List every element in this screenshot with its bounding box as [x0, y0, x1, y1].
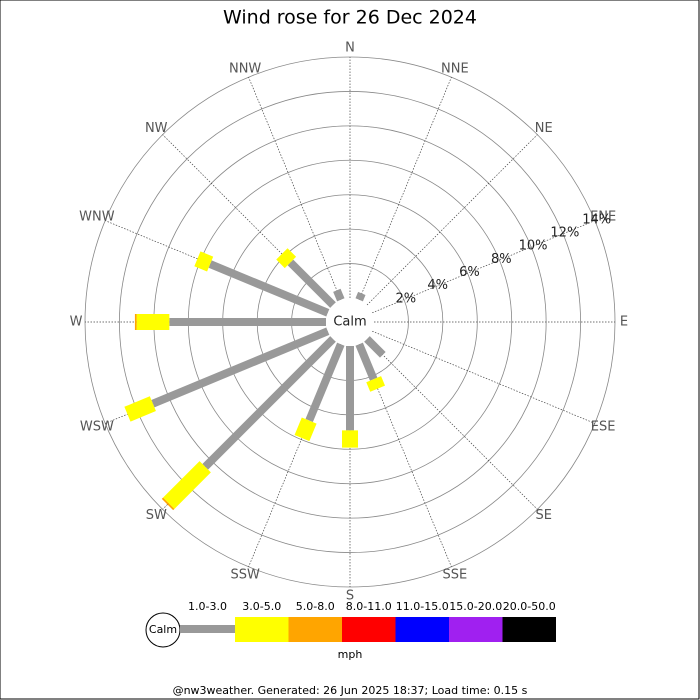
legend-label: 11.0-15.0: [396, 600, 449, 613]
r-tick-label: 4%: [427, 278, 448, 293]
bar-segment: [194, 251, 214, 272]
footer: @nw3weather. Generated: 26 Jun 2025 18:3…: [173, 684, 528, 697]
legend-swatch: [395, 617, 449, 642]
legend-label: 3.0-5.0: [242, 600, 281, 613]
bar-segment: [163, 461, 211, 509]
direction-label: SE: [536, 508, 552, 523]
bar-segment: [355, 291, 366, 302]
bar-segment: [305, 342, 345, 423]
direction-label: NNW: [229, 61, 261, 76]
spoke: [366, 134, 538, 306]
bar-segment: [202, 336, 336, 470]
spoke: [372, 220, 595, 314]
bar-segment: [208, 260, 330, 317]
direction-label: NE: [535, 121, 553, 136]
direction-label: ENE: [590, 210, 616, 225]
direction-label: NW: [145, 121, 168, 136]
direction-label: SSE: [442, 568, 467, 583]
calm-label: Calm: [333, 315, 366, 330]
direction-label: WNW: [79, 210, 115, 225]
legend-swatch: [449, 617, 503, 642]
calm-circle: [326, 298, 374, 346]
r-tick-label: 2%: [396, 291, 417, 306]
bar-segment: [294, 417, 317, 442]
bar-segment: [124, 396, 156, 422]
legend-swatch: [180, 625, 235, 633]
spoke: [248, 77, 342, 300]
direction-label: N: [345, 41, 355, 56]
chart-title: Wind rose for 26 Dec 2024: [223, 7, 477, 29]
legend-label: 5.0-8.0: [296, 600, 335, 613]
legend-swatch: [342, 617, 396, 642]
legend-label: 20.0-50.0: [503, 600, 556, 613]
bar-segment: [287, 259, 336, 308]
bar-segment: [364, 336, 386, 358]
unit-label: mph: [338, 648, 363, 661]
r-tick-label: 10%: [519, 239, 548, 254]
direction-label: SSW: [230, 568, 260, 583]
direction-label: SW: [146, 508, 167, 523]
ring: [119, 91, 581, 553]
spoke: [358, 77, 452, 300]
bar-segment: [151, 327, 330, 408]
direction-label: WSW: [80, 419, 114, 434]
legend-label: 8.0-11.0: [346, 600, 392, 613]
direction-label: E: [620, 315, 628, 330]
direction-label: W: [70, 315, 83, 330]
direction-label: S: [346, 589, 354, 604]
direction-label: NNE: [441, 61, 469, 76]
direction-label: ESE: [591, 419, 616, 434]
legend-label: 15.0-20.0: [449, 600, 502, 613]
bar-segment: [276, 248, 297, 269]
spoke: [366, 338, 538, 510]
legend-swatch: [235, 617, 289, 642]
legend-calm-label: Calm: [149, 623, 177, 636]
spoke: [372, 330, 595, 424]
legend-swatch: [288, 617, 342, 642]
r-tick-label: 12%: [550, 225, 579, 240]
legend-label: 1.0-3.0: [188, 600, 227, 613]
bar-segment: [355, 342, 378, 381]
legend-swatch: [502, 617, 556, 642]
r-tick-label: 6%: [459, 265, 480, 280]
bar-segment: [161, 497, 175, 511]
bar-segment: [366, 376, 386, 392]
r-tick-label: 14%: [582, 212, 611, 227]
r-tick-label: 8%: [491, 252, 512, 267]
bar-segment: [333, 288, 345, 302]
